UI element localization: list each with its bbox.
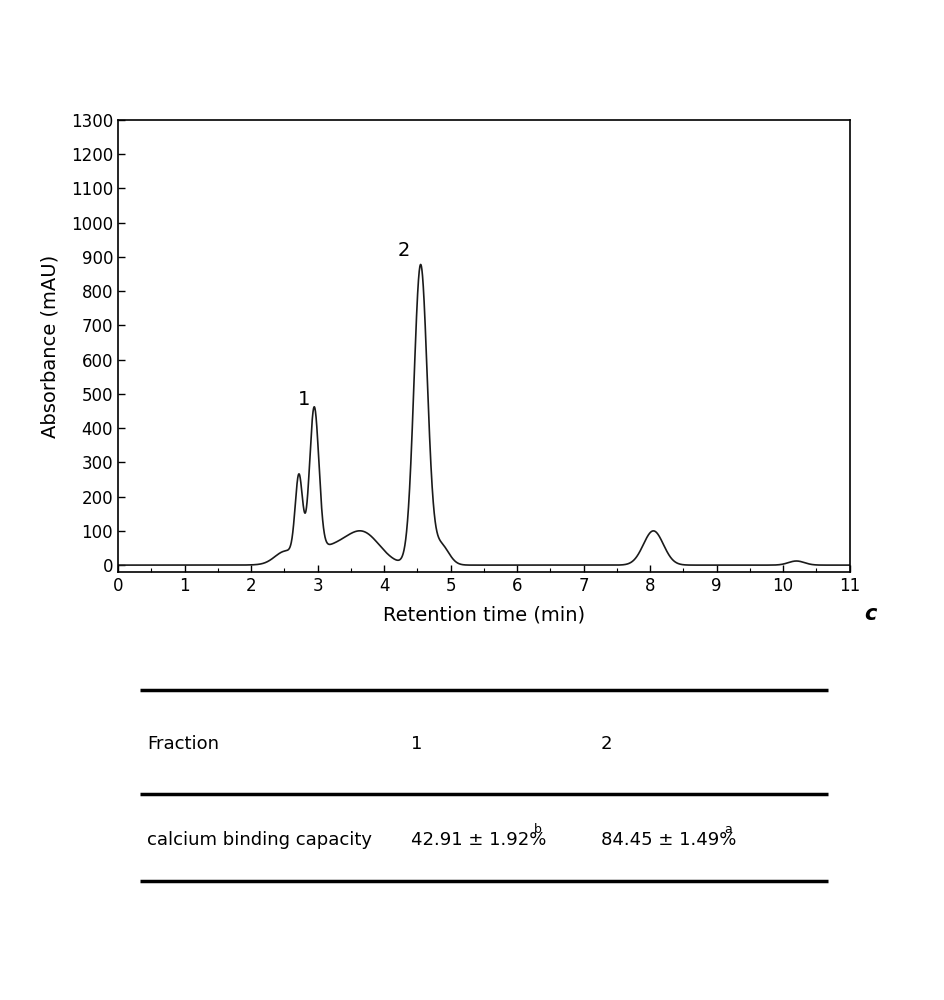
Text: 42.91 ± 1.92%: 42.91 ± 1.92% <box>411 831 546 849</box>
Text: 2: 2 <box>600 735 613 753</box>
Text: calcium binding capacity: calcium binding capacity <box>147 831 372 849</box>
Text: 2: 2 <box>397 241 411 260</box>
X-axis label: Retention time (min): Retention time (min) <box>382 606 585 625</box>
Y-axis label: Absorbance (mAU): Absorbance (mAU) <box>41 254 59 438</box>
Text: 1: 1 <box>298 390 311 409</box>
Text: a: a <box>724 823 732 836</box>
Text: 1: 1 <box>411 735 422 753</box>
Text: b: b <box>533 823 542 836</box>
Text: 84.45 ± 1.49%: 84.45 ± 1.49% <box>600 831 736 849</box>
Text: Fraction: Fraction <box>147 735 219 753</box>
Text: c: c <box>865 604 877 624</box>
